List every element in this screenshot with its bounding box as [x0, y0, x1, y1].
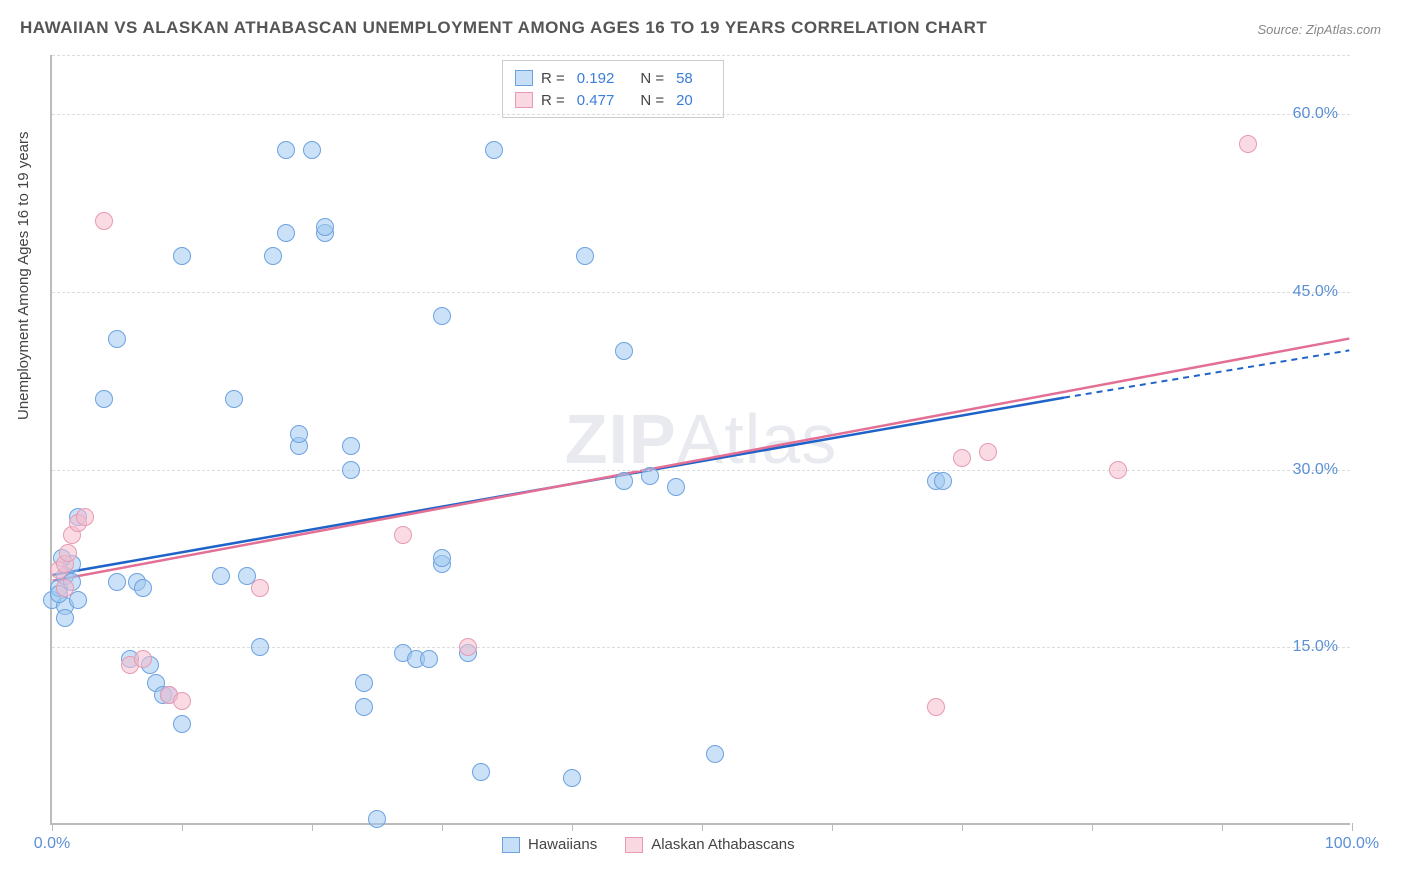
- data-point: [316, 218, 334, 236]
- legend-stat-row: R = 0.192 N = 58: [515, 67, 711, 89]
- gridline: [52, 470, 1350, 471]
- chart-title: HAWAIIAN VS ALASKAN ATHABASCAN UNEMPLOYM…: [20, 18, 987, 38]
- data-point: [108, 573, 126, 591]
- trend-line: [53, 398, 1064, 575]
- x-tick-label: 0.0%: [34, 835, 70, 853]
- y-axis-label: Unemployment Among Ages 16 to 19 years: [15, 131, 32, 420]
- data-point: [95, 212, 113, 230]
- data-point: [303, 141, 321, 159]
- data-point: [1239, 135, 1257, 153]
- x-tick: [312, 823, 313, 831]
- correlation-legend: R = 0.192 N = 58 R = 0.477 N = 20: [502, 60, 724, 118]
- n-label: N =: [640, 92, 664, 109]
- data-point: [927, 698, 945, 716]
- series-legend: Hawaiians Alaskan Athabascans: [502, 836, 795, 853]
- x-tick: [702, 823, 703, 831]
- x-tick: [1092, 823, 1093, 831]
- data-point: [108, 330, 126, 348]
- data-point: [134, 579, 152, 597]
- data-point: [576, 247, 594, 265]
- data-point: [355, 674, 373, 692]
- n-value: 20: [676, 92, 693, 109]
- x-tick: [572, 823, 573, 831]
- r-label: R =: [541, 92, 565, 109]
- data-point: [953, 449, 971, 467]
- data-point: [615, 342, 633, 360]
- x-tick: [1222, 823, 1223, 831]
- trend-lines-layer: [52, 55, 1350, 823]
- data-point: [59, 544, 77, 562]
- data-point: [667, 478, 685, 496]
- gridline: [52, 55, 1350, 56]
- data-point: [95, 390, 113, 408]
- r-label: R =: [541, 70, 565, 87]
- legend-label: Hawaiians: [528, 836, 597, 853]
- data-point: [225, 390, 243, 408]
- data-point: [472, 763, 490, 781]
- trend-line-extrapolated: [1064, 350, 1349, 397]
- data-point: [485, 141, 503, 159]
- data-point: [251, 579, 269, 597]
- x-tick: [52, 823, 53, 831]
- data-point: [173, 247, 191, 265]
- r-value: 0.477: [577, 92, 615, 109]
- data-point: [134, 650, 152, 668]
- data-point: [459, 638, 477, 656]
- data-point: [355, 698, 373, 716]
- watermark: ZIPAtlas: [565, 399, 838, 479]
- data-point: [368, 810, 386, 828]
- data-point: [277, 141, 295, 159]
- data-point: [433, 307, 451, 325]
- y-tick-label: 45.0%: [1293, 283, 1338, 301]
- gridline: [52, 647, 1350, 648]
- data-point: [420, 650, 438, 668]
- data-point: [277, 224, 295, 242]
- legend-swatch: [502, 837, 520, 853]
- n-label: N =: [640, 70, 664, 87]
- legend-label: Alaskan Athabascans: [651, 836, 794, 853]
- y-tick-label: 60.0%: [1293, 105, 1338, 123]
- r-value: 0.192: [577, 70, 615, 87]
- data-point: [173, 715, 191, 733]
- gridline: [52, 292, 1350, 293]
- gridline: [52, 114, 1350, 115]
- legend-item: Hawaiians: [502, 836, 597, 853]
- data-point: [173, 692, 191, 710]
- x-tick-label: 100.0%: [1325, 835, 1379, 853]
- x-tick: [962, 823, 963, 831]
- data-point: [342, 461, 360, 479]
- data-point: [615, 472, 633, 490]
- legend-swatch: [515, 92, 533, 108]
- legend-swatch: [625, 837, 643, 853]
- data-point: [433, 549, 451, 567]
- data-point: [290, 425, 308, 443]
- data-point: [212, 567, 230, 585]
- trend-line: [53, 339, 1350, 581]
- data-point: [563, 769, 581, 787]
- data-point: [264, 247, 282, 265]
- data-point: [76, 508, 94, 526]
- data-point: [251, 638, 269, 656]
- legend-item: Alaskan Athabascans: [625, 836, 794, 853]
- data-point: [1109, 461, 1127, 479]
- y-tick-label: 30.0%: [1293, 461, 1338, 479]
- data-point: [706, 745, 724, 763]
- y-tick-label: 15.0%: [1293, 638, 1338, 656]
- data-point: [934, 472, 952, 490]
- data-point: [394, 526, 412, 544]
- x-tick: [182, 823, 183, 831]
- x-tick: [1352, 823, 1353, 831]
- data-point: [56, 609, 74, 627]
- scatter-plot-area: ZIPAtlas R =0.192N =58R =0.477N =20 Hawa…: [50, 55, 1350, 825]
- data-point: [342, 437, 360, 455]
- source-attribution: Source: ZipAtlas.com: [1257, 22, 1381, 37]
- data-point: [641, 467, 659, 485]
- data-point: [56, 579, 74, 597]
- legend-swatch: [515, 70, 533, 86]
- legend-stat-row: R = 0.477 N = 20: [515, 89, 711, 111]
- data-point: [979, 443, 997, 461]
- n-value: 58: [676, 70, 693, 87]
- x-tick: [832, 823, 833, 831]
- x-tick: [442, 823, 443, 831]
